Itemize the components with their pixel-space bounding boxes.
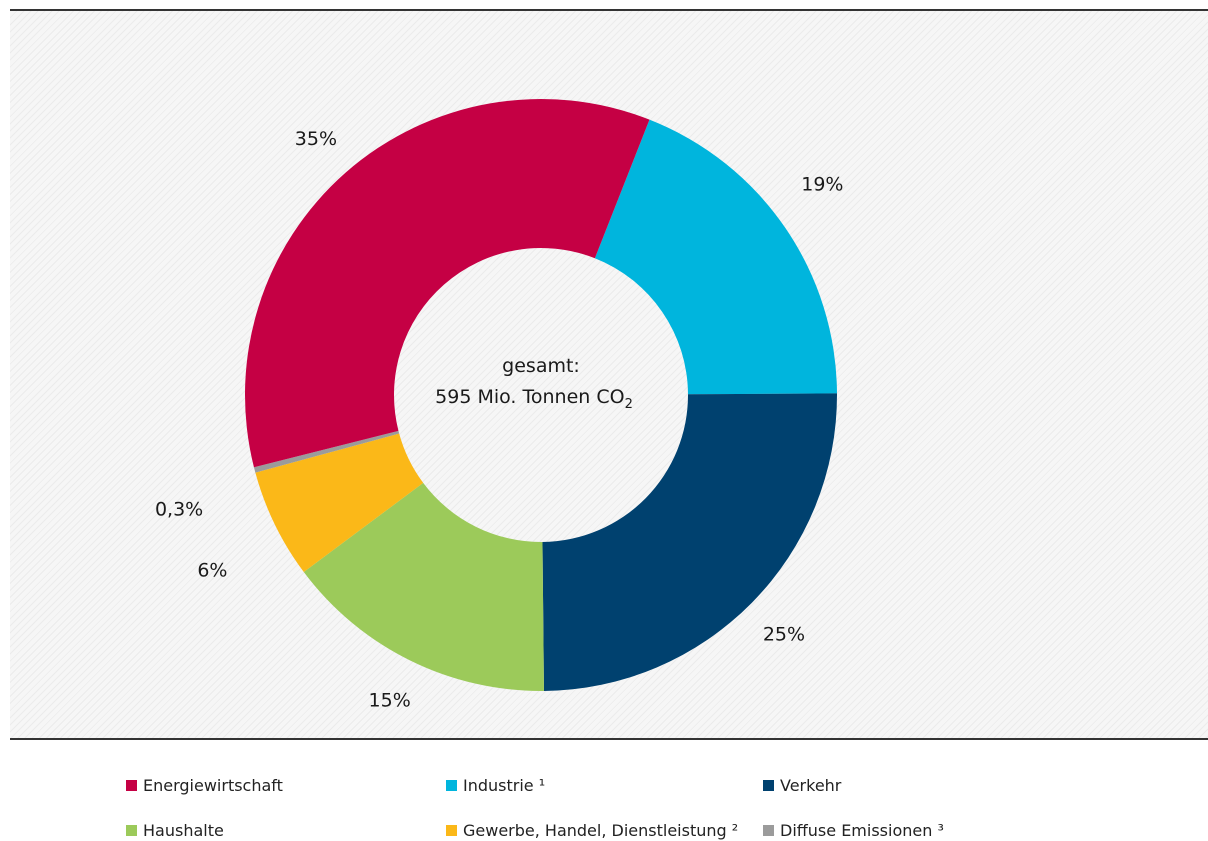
donut-segment-0 bbox=[594, 119, 837, 395]
center-label-line1: gesamt: bbox=[502, 355, 580, 377]
legend-swatch bbox=[446, 825, 457, 836]
donut-segment-1 bbox=[542, 393, 837, 691]
segment-labels: 19% 25% 15% 6% 0,3% 35% bbox=[155, 128, 844, 712]
segment-label-4: 0,3% bbox=[155, 498, 203, 520]
legend-swatch bbox=[446, 780, 457, 791]
legend-item-diffuse-emissionen: Diffuse Emissionen ³ bbox=[763, 821, 944, 840]
legend-item-industrie: Industrie ¹ bbox=[446, 776, 545, 795]
legend-swatch bbox=[126, 780, 137, 791]
top-rule bbox=[10, 9, 1208, 11]
donut-segment-3 bbox=[255, 433, 424, 573]
donut-segments bbox=[245, 98, 837, 691]
legend-label: Verkehr bbox=[780, 776, 842, 795]
center-label: gesamt: 595 Mio. Tonnen CO2 bbox=[435, 355, 633, 412]
legend-item-energiewirtschaft: Energiewirtschaft bbox=[126, 776, 283, 795]
legend-label: Diffuse Emissionen ³ bbox=[780, 821, 944, 840]
segment-label-3: 6% bbox=[197, 559, 227, 581]
legend-item-verkehr: Verkehr bbox=[763, 776, 841, 795]
legend-item-gewerbe: Gewerbe, Handel, Dienstleistung ² bbox=[446, 821, 738, 840]
donut-segment-4 bbox=[253, 430, 400, 473]
donut-chart: 19% 25% 15% 6% 0,3% 35% gesamt: 595 Mio. Tonn… bbox=[155, 98, 844, 712]
legend-label: Energiewirtschaft bbox=[143, 776, 283, 795]
legend-swatch bbox=[763, 780, 774, 791]
segment-label-1: 25% bbox=[763, 623, 805, 645]
center-label-main: 595 Mio. Tonnen CO bbox=[435, 386, 624, 408]
center-label-subscript: 2 bbox=[625, 397, 633, 412]
segment-label-5: 35% bbox=[295, 128, 337, 150]
center-label-line2: 595 Mio. Tonnen CO2 bbox=[435, 386, 633, 412]
legend-item-haushalte: Haushalte bbox=[126, 821, 224, 840]
legend-label: Industrie ¹ bbox=[463, 776, 546, 795]
legend-swatch bbox=[126, 825, 137, 836]
donut-segment-2 bbox=[303, 482, 544, 691]
legend-label: Gewerbe, Handel, Dienstleistung ² bbox=[463, 821, 739, 840]
bottom-rule bbox=[10, 738, 1208, 740]
donut-segment-5 bbox=[245, 98, 650, 468]
legend-label: Haushalte bbox=[143, 821, 224, 840]
segment-label-2: 15% bbox=[369, 690, 411, 712]
legend-swatch bbox=[763, 825, 774, 836]
segment-label-0: 19% bbox=[801, 173, 843, 195]
